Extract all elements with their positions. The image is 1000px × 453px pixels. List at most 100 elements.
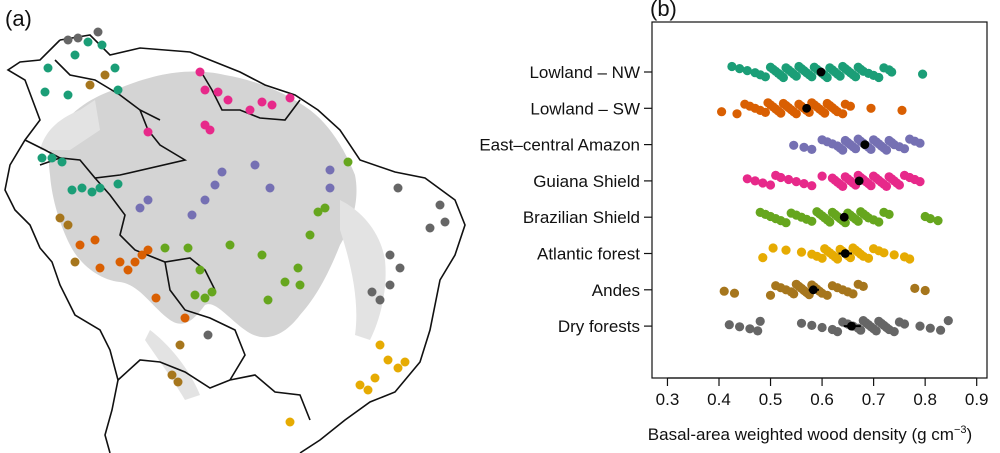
x-tick-label: 0.8: [913, 390, 937, 409]
data-point: [755, 316, 765, 326]
site-point: [55, 213, 65, 223]
site-point: [305, 230, 315, 240]
site-point: [135, 203, 145, 213]
border-bolivia: [164, 261, 246, 381]
site-point: [200, 85, 210, 95]
site-point: [143, 245, 153, 255]
continent-outline: [4, 34, 466, 453]
site-point: [343, 157, 353, 167]
site-point: [200, 293, 210, 303]
site-point: [425, 223, 435, 233]
data-point: [925, 214, 935, 224]
country-borders: [4, 34, 466, 453]
site-point: [203, 330, 213, 340]
data-point: [851, 144, 861, 154]
data-point: [732, 109, 742, 119]
site-point: [93, 27, 103, 37]
site-point: [285, 93, 295, 103]
data-point: [835, 71, 845, 81]
x-axis-title-exponent: −3: [954, 424, 967, 436]
site-point: [225, 240, 235, 250]
data-point: [799, 179, 809, 189]
site-point: [263, 295, 273, 305]
site-point: [370, 373, 380, 383]
south-america-map: (a): [4, 6, 466, 453]
mean-marker: [860, 140, 870, 150]
x-axis-title-unit: (g cm: [911, 425, 954, 444]
data-point: [817, 322, 827, 333]
y-category-label: Brazilian Shield: [523, 208, 640, 227]
data-point: [758, 178, 768, 188]
data-point: [910, 283, 920, 293]
sites-brazilian-shield: [160, 157, 353, 305]
data-point: [742, 66, 752, 76]
y-category-label: Lowland – NW: [529, 63, 640, 82]
x-tick-label: 0.6: [810, 390, 834, 409]
data-point: [822, 72, 832, 83]
site-point: [77, 183, 87, 193]
mean-marker: [802, 103, 812, 113]
sites-guiana: [143, 67, 295, 137]
site-point: [223, 95, 233, 105]
data-point: [778, 72, 789, 83]
data-point: [874, 217, 884, 227]
site-point: [325, 165, 335, 175]
site-point: [200, 195, 210, 205]
data-point: [838, 109, 848, 119]
data-point: [866, 103, 876, 113]
y-category-label: East–central Amazon: [479, 136, 640, 155]
data-point: [807, 320, 817, 330]
site-point: [67, 185, 77, 195]
site-point: [143, 195, 153, 205]
site-point: [173, 377, 183, 387]
site-point: [213, 87, 223, 97]
site-point: [90, 235, 100, 245]
wood-density-plot: (b) Lowland – NW Lowland – SW East–central…: [479, 0, 988, 444]
x-tick-label: 0.7: [862, 390, 886, 409]
data-point: [791, 177, 801, 187]
site-point: [75, 240, 85, 250]
site-point: [160, 243, 170, 253]
data-point: [871, 326, 881, 336]
data-point: [889, 327, 899, 337]
y-axis: Lowland – NW Lowland – SW East–central Ama…: [479, 63, 652, 336]
data-point: [825, 217, 835, 227]
data-point: [760, 107, 771, 117]
panel-a-label: (a): [5, 6, 32, 31]
site-point: [285, 417, 295, 427]
site-point: [43, 63, 53, 73]
border-paraguay: [229, 374, 311, 421]
site-point: [73, 33, 83, 43]
site-point: [100, 70, 110, 80]
site-point: [70, 257, 80, 267]
site-point: [137, 250, 147, 260]
data-point: [817, 171, 827, 181]
site-point: [97, 40, 107, 50]
data-point: [920, 285, 930, 296]
data-point: [943, 316, 953, 326]
data-point: [789, 289, 799, 299]
mean-marker: [854, 176, 864, 186]
site-point: [267, 100, 277, 110]
data-point: [791, 109, 801, 119]
data-point: [765, 290, 776, 300]
data-point: [758, 253, 768, 263]
data-point: [817, 253, 827, 263]
site-point: [40, 87, 50, 97]
x-tick-label: 0.3: [656, 390, 680, 409]
data-point: [735, 64, 745, 74]
forest-cover-fringe: [40, 100, 386, 400]
site-point: [363, 385, 373, 395]
data-point: [750, 176, 760, 186]
site-point: [355, 380, 365, 390]
site-point: [257, 97, 267, 107]
data-point: [848, 289, 858, 299]
site-point: [63, 90, 73, 100]
data-point: [915, 138, 925, 148]
site-point: [83, 37, 93, 47]
sites-lowland-nw: [37, 37, 123, 197]
data-point: [866, 181, 876, 191]
sites-andes: [55, 70, 185, 387]
data-point: [838, 145, 848, 155]
site-point: [375, 295, 385, 305]
